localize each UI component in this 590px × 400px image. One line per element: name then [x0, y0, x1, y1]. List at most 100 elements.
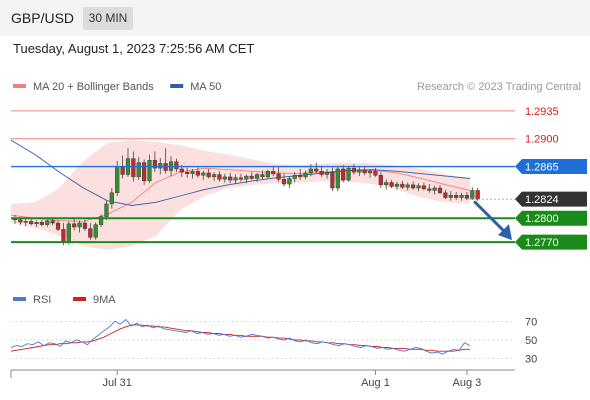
candle [437, 184, 443, 195]
candle [443, 189, 448, 200]
candle [98, 214, 104, 227]
candle-body [400, 183, 405, 188]
candle-body [324, 171, 330, 175]
rsi-grid-70: 70 [11, 316, 537, 328]
candle-body [432, 187, 437, 191]
candle [335, 165, 340, 192]
level-1-2824: 1.2824 [470, 191, 587, 207]
candle-body [367, 171, 373, 174]
candle [351, 164, 357, 175]
level-tag-label: 1.2770 [525, 237, 559, 249]
candle [222, 173, 227, 183]
currency-pair-title: GBP/USD [11, 10, 75, 26]
level-tag [515, 210, 587, 226]
candle-body [195, 171, 201, 176]
candle-body [314, 168, 319, 172]
candle-body [330, 171, 335, 189]
rsi-tick-label: 70 [525, 316, 537, 328]
level-tag [515, 191, 587, 207]
legend-item-1: MA 50 [170, 81, 221, 93]
candle [464, 192, 470, 200]
candle-body [61, 229, 66, 243]
forecast-arrow [473, 200, 512, 241]
candle-body [443, 192, 448, 198]
forecast-arrow-shaft [473, 200, 507, 234]
candle-body [82, 222, 88, 229]
rsi-grid-30: 30 [11, 354, 537, 366]
candle [265, 169, 270, 179]
candle-body [158, 163, 163, 169]
candle-body [29, 221, 34, 225]
candle [142, 159, 147, 185]
level-label: 1.2900 [525, 134, 559, 146]
candle-body [362, 169, 367, 174]
level-tag-label: 1.2800 [525, 213, 559, 225]
candle [217, 171, 222, 182]
candle-body [271, 171, 276, 174]
candle-body [281, 179, 287, 185]
legend-label: 9MA [93, 294, 116, 306]
candle-body [190, 171, 195, 174]
legend-swatch [13, 297, 26, 301]
candle [281, 173, 287, 187]
candle-body [50, 220, 55, 224]
legend-swatch [13, 84, 26, 88]
candle [260, 170, 265, 180]
candle-body [335, 168, 340, 189]
x-tick-label: Jul 31 [103, 377, 132, 389]
candle-body [238, 177, 244, 180]
candle [346, 165, 351, 182]
forecast-arrow-head [498, 224, 512, 241]
candle [195, 167, 201, 178]
candle [421, 182, 426, 191]
level-label: 1.2935 [525, 106, 559, 118]
candle [238, 173, 244, 182]
candle-body [394, 183, 400, 187]
candle [411, 181, 416, 190]
candle [394, 181, 400, 190]
level-1-2800: 1.2800 [11, 210, 587, 226]
candle [475, 188, 480, 201]
candle [470, 187, 475, 200]
candle-body [378, 175, 383, 186]
legend-item-0: MA 20 + Bollinger Bands [13, 81, 154, 93]
candle [244, 174, 249, 184]
x-tick-aug-1: Aug 1 [361, 370, 390, 389]
timeframe-badge[interactable]: 30 MIN [83, 7, 133, 30]
candle-body [470, 190, 475, 199]
candle [378, 172, 383, 189]
candle [448, 191, 453, 201]
candle [459, 192, 464, 201]
candle-body [152, 159, 157, 169]
candle [367, 168, 373, 178]
candle-body [174, 161, 179, 170]
candle-body [411, 184, 416, 189]
candle [416, 183, 421, 192]
candle-body [475, 190, 480, 200]
candle-body [120, 166, 125, 175]
candle-body [437, 187, 443, 193]
candle [109, 188, 114, 209]
candle-body [217, 174, 222, 180]
candle-body [23, 221, 28, 223]
candle [211, 172, 217, 181]
candle [45, 219, 50, 227]
candle [228, 172, 233, 184]
candle [303, 170, 308, 180]
candle-body [276, 173, 281, 180]
rsi-legend-item-1: 9MA [73, 294, 116, 306]
candle [357, 167, 362, 177]
candle [206, 168, 211, 179]
candle-body [244, 175, 249, 180]
candle [400, 180, 405, 189]
candle [185, 167, 190, 178]
candle-body [206, 172, 211, 178]
candle-body [260, 174, 265, 178]
bollinger-band [11, 140, 470, 250]
candle [23, 219, 28, 227]
x-tick-label: Aug 1 [361, 377, 390, 389]
candle [174, 158, 179, 173]
candle-body [373, 171, 378, 176]
candle-body [421, 185, 426, 190]
level-tag-label: 1.2865 [525, 162, 559, 174]
